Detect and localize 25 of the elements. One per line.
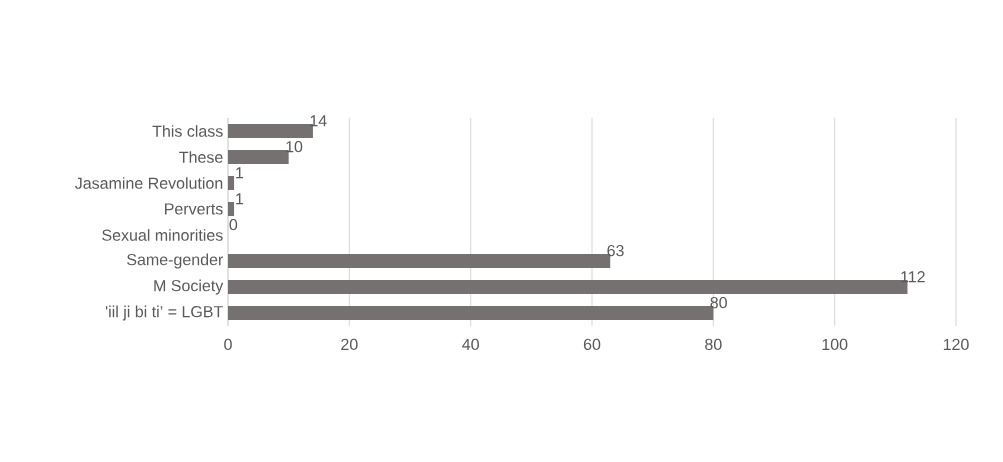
y-tick-label: 'iil ji bi ti’ = LGBT bbox=[105, 305, 223, 321]
x-tick-label: 40 bbox=[462, 338, 479, 351]
y-tick-label: This class bbox=[152, 125, 223, 137]
bar bbox=[228, 176, 235, 190]
data-label: 112 bbox=[901, 271, 925, 283]
bar bbox=[228, 202, 235, 217]
x-tick-label: 60 bbox=[583, 338, 601, 351]
data-label: 1 bbox=[236, 193, 244, 205]
y-tick-label: Sexual minorities bbox=[102, 229, 223, 241]
data-label: 1 bbox=[236, 167, 244, 179]
x-tick-label: 100 bbox=[822, 338, 848, 351]
data-label: 0 bbox=[229, 218, 238, 231]
x-tick-label: 20 bbox=[341, 338, 358, 351]
y-tick-label: Perverts bbox=[165, 203, 223, 215]
y-tick-label: Jasamine Revolution bbox=[75, 177, 223, 189]
x-tick-label: 120 bbox=[943, 338, 969, 351]
y-tick-label: These bbox=[179, 151, 223, 163]
x-tick-label: 0 bbox=[224, 338, 232, 351]
y-tick-label: M Society bbox=[154, 279, 224, 295]
data-label: 80 bbox=[710, 296, 727, 309]
y-tick-label: Same-gender bbox=[127, 253, 224, 269]
data-label: 63 bbox=[607, 244, 624, 257]
data-label: 10 bbox=[286, 140, 303, 153]
data-label: 14 bbox=[310, 115, 327, 127]
x-tick-label: 80 bbox=[705, 338, 722, 351]
